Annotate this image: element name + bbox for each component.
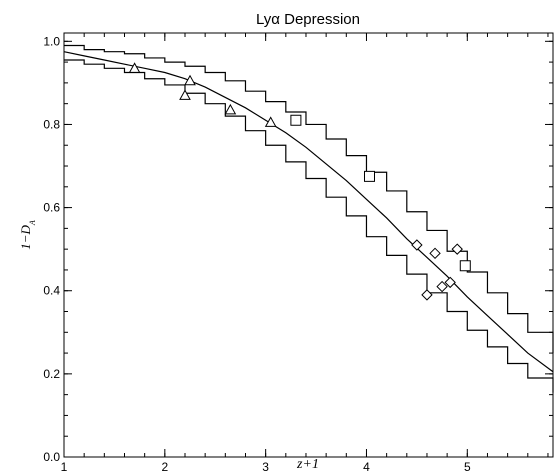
y-tick-label: 0.4 (43, 284, 60, 298)
y-axis-label-sub: A (28, 220, 37, 226)
triangle-marker (184, 74, 196, 86)
x-tick-label: 2 (161, 460, 168, 472)
x-tick-label: 1 (61, 460, 68, 472)
square-marker (363, 170, 375, 182)
y-tick-label: 0.8 (43, 117, 60, 131)
diamond-marker (451, 243, 463, 255)
axis-tick-labels: 1 2 3 4 5 0.0 0.2 0.4 0.6 0.8 1.0 (43, 34, 471, 472)
y-tick-label: 0.0 (43, 450, 60, 464)
triangle-marker (179, 89, 191, 100)
diamond-marker (411, 239, 423, 251)
chart-title: Lyα Depression (256, 11, 360, 28)
series-line-1 (64, 44, 554, 354)
axis-ticks (63, 33, 553, 458)
x-tick-label: 4 (363, 460, 370, 472)
triangle-marker (264, 116, 277, 127)
svg-text:1−DA: 1−DA (18, 220, 37, 250)
y-axis-label: 1−DA (18, 220, 37, 250)
diamond-marker (421, 289, 433, 301)
square-marker (459, 260, 471, 272)
square-marker (290, 114, 302, 126)
x-tick-label: 5 (464, 460, 471, 472)
series-group (63, 44, 554, 393)
markers-group (128, 62, 471, 301)
series-line-0 (63, 51, 554, 373)
series-line-2 (64, 59, 554, 393)
y-tick-label: 0.6 (43, 201, 60, 215)
plot-frame (63, 32, 554, 458)
x-axis-label: z+1 (296, 457, 319, 472)
y-tick-label: 1.0 (43, 34, 60, 48)
x-tick-label: 3 (262, 460, 269, 472)
triangle-marker (128, 62, 141, 73)
diamond-marker (436, 280, 448, 293)
y-tick-label: 0.2 (43, 367, 60, 381)
diamond-marker (429, 247, 441, 260)
diamond-marker (444, 276, 456, 289)
y-axis-label-main: 1−D (18, 225, 33, 250)
triangle-marker (224, 103, 237, 115)
